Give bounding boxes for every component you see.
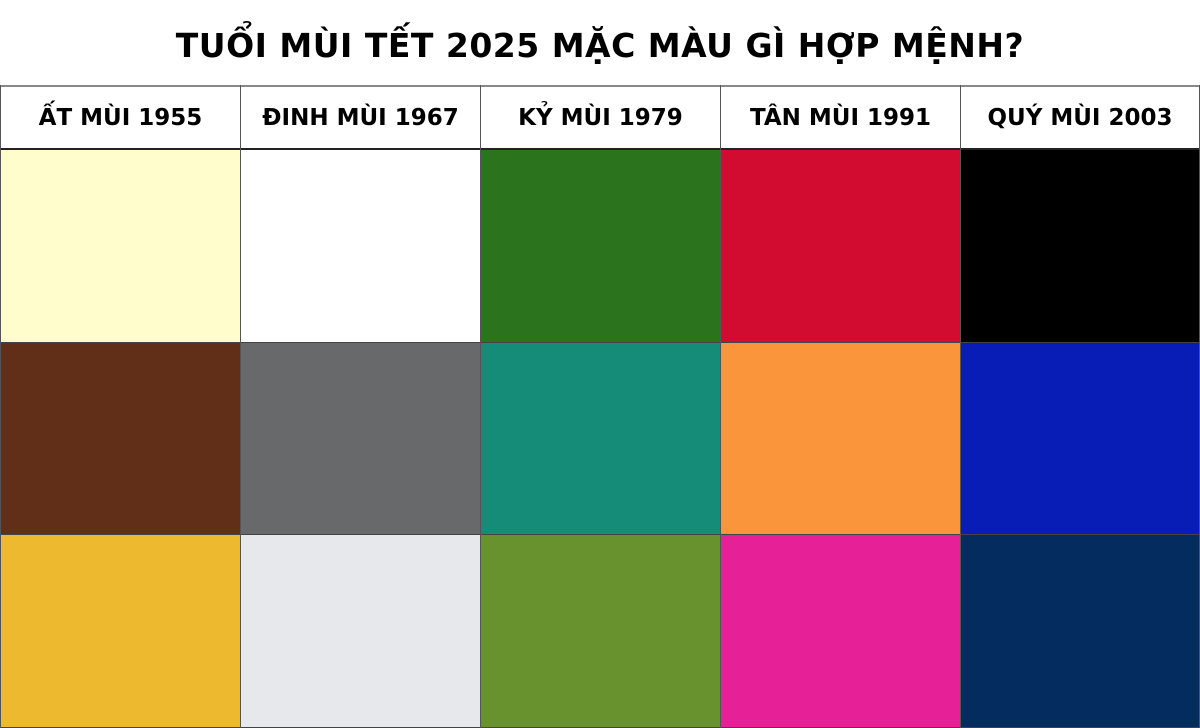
color-swatch [241,535,480,728]
color-swatch [721,150,960,343]
color-swatch [481,342,720,536]
column-header: KỶ MÙI 1979 [481,85,720,150]
column-header: ĐINH MÙI 1967 [241,85,480,150]
color-swatch [961,535,1199,728]
color-table: ẤT MÙI 1955 ĐINH MÙI 1967 KỶ MÙI 1979 TÂN M… [0,85,1200,728]
color-swatch [961,342,1199,536]
color-swatch [481,150,720,343]
year-column: KỶ MÙI 1979 [480,85,720,728]
page-title: TUỔI MÙI TẾT 2025 MẶC MÀU GÌ HỢP MỆNH? [175,26,1025,65]
color-swatch [481,535,720,728]
column-header: QUÝ MÙI 2003 [961,85,1199,150]
color-swatch [1,535,240,728]
column-header: ẤT MÙI 1955 [1,85,240,150]
color-swatch [961,150,1199,343]
year-column: QUÝ MÙI 2003 [960,85,1200,728]
column-header: TÂN MÙI 1991 [721,85,960,150]
color-swatch [241,342,480,536]
year-column: ĐINH MÙI 1967 [240,85,480,728]
year-column: ẤT MÙI 1955 [0,85,240,728]
color-swatch [721,535,960,728]
color-swatch [1,342,240,536]
year-column: TÂN MÙI 1991 [720,85,960,728]
color-swatch [1,150,240,343]
color-swatch [721,342,960,536]
color-swatch [241,150,480,343]
